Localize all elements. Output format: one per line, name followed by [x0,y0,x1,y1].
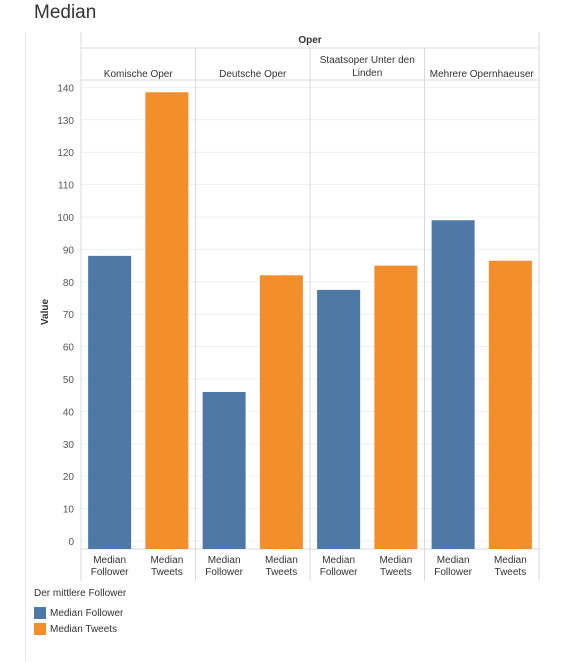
bar-median-follower [202,391,246,549]
legend-label-follower: Median Follower [50,607,124,619]
y-tick-label: 90 [63,245,75,256]
y-tick-label: 70 [63,310,75,321]
category-label: Tweets [151,567,183,578]
category-label: Median [265,555,298,566]
y-tick-label: 20 [63,472,75,483]
category-label: Follower [320,567,358,578]
legend-item-tweets[interactable]: Median Tweets [34,621,126,637]
legend-item-follower[interactable]: Median Follower [34,605,126,621]
y-tick-label: 40 [63,407,75,418]
legend: Der mittlere Follower Median Follower Me… [34,588,126,637]
y-tick-label: 60 [63,343,75,354]
left-divider [25,32,26,662]
legend-label-tweets: Median Tweets [50,623,118,635]
bar-median-tweets [259,275,303,549]
category-label: Tweets [380,567,412,578]
group-label: Deutsche Oper [219,69,287,80]
y-tick-label: 130 [57,116,74,127]
y-tick-label: 120 [57,148,74,159]
category-label: Median [437,555,470,566]
y-tick-label: 140 [57,83,74,94]
category-label: Median [322,555,355,566]
bar-median-follower [88,255,132,549]
legend-swatch-tweets [34,623,46,635]
group-label: Linden [352,68,382,79]
y-tick-label: 0 [68,537,74,548]
category-label: Median [379,555,412,566]
column-header: Oper [298,35,321,46]
y-axis-title: Value [40,299,51,326]
bar-median-tweets [488,260,532,549]
bar-median-tweets [145,92,189,549]
category-label: Median [494,555,527,566]
bar-median-follower [317,289,361,549]
category-label: Median [93,555,126,566]
y-tick-label: 110 [58,181,74,192]
category-label: Follower [434,567,472,578]
group-label: Mehrere Opernhaeuser [430,69,535,80]
category-label: Tweets [266,567,298,578]
group-label: Komische Oper [104,69,174,80]
category-label: Follower [91,567,129,578]
group-label: Staatsoper Unter den [320,55,415,66]
y-tick-label: 100 [57,213,74,224]
y-tick-label: 80 [63,278,75,289]
page-title: Median [34,2,97,23]
y-tick-label: 50 [63,375,75,386]
legend-swatch-follower [34,607,46,619]
y-tick-label: 10 [63,505,75,516]
category-label: Follower [205,567,243,578]
category-label: Median [150,555,183,566]
legend-title: Der mittlere Follower [34,588,127,599]
category-label: Median [208,555,241,566]
category-label: Tweets [495,567,527,578]
bar-median-tweets [374,265,418,549]
y-tick-label: 30 [63,440,75,451]
bar-median-follower [431,220,475,550]
